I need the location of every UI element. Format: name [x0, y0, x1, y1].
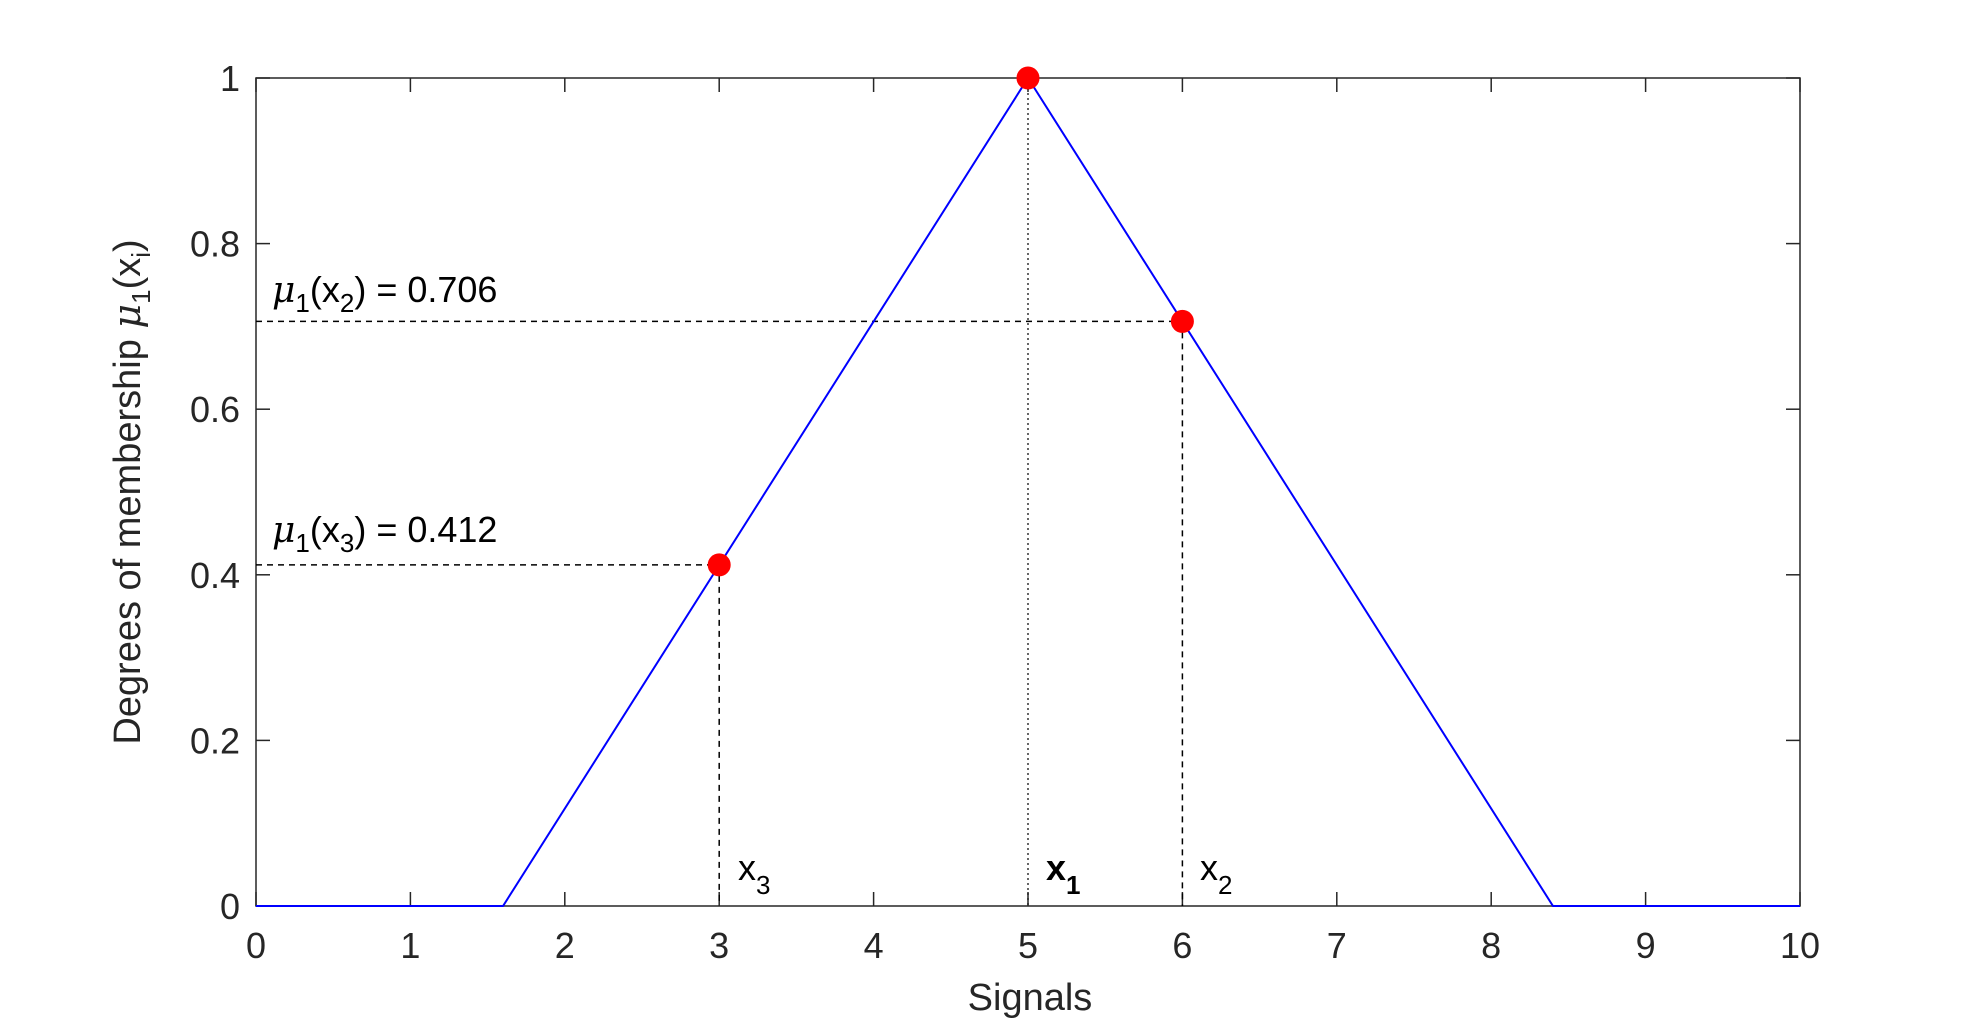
y-tick-label: 0.8: [190, 224, 240, 265]
annotation-mu-x2: μ1(x2) = 0.706: [272, 269, 497, 318]
annotation-mu-x3-close: ) = 0.412: [354, 509, 497, 550]
annotation-mu-x3: μ1(x3) = 0.412: [272, 509, 497, 558]
y-tick-label: 0.2: [190, 720, 240, 761]
data-point: [707, 553, 731, 577]
x-axis-label: Signals: [968, 977, 1093, 1019]
y-axis-label-open: (x: [107, 258, 149, 290]
x-tick-labels: 0 1 2 3 4 5 6 7 8 9 10: [246, 925, 1820, 966]
annotation-mu-x2-mu: μ: [272, 270, 295, 311]
label-x1-base: x: [1046, 847, 1066, 888]
y-axis-label-sub1: 1: [126, 289, 156, 303]
y-tick-label: 1: [220, 58, 240, 99]
data-point: [1170, 309, 1194, 333]
y-axis-label-mu: μ: [105, 304, 149, 329]
annotation-mu-x3-mu: μ: [272, 510, 295, 551]
y-axis-label-close: ): [107, 239, 149, 252]
x-tick-label: 2: [555, 925, 575, 966]
y-axis-label: Degrees of membership μ1(xi): [105, 239, 156, 744]
x-tick-label: 0: [246, 925, 266, 966]
x-tick-label: 5: [1018, 925, 1038, 966]
x-tick-label: 8: [1481, 925, 1501, 966]
label-x3-sub: 3: [756, 870, 770, 900]
data-points: [707, 66, 1194, 577]
label-x1-sub: 1: [1066, 870, 1080, 900]
x-tick-label: 10: [1780, 925, 1820, 966]
y-tick-label: 0: [220, 886, 240, 927]
plot-frame: [255, 77, 1801, 907]
annotation-mu-x3-sub1: 1: [295, 528, 309, 558]
x-tick-label: 9: [1636, 925, 1656, 966]
label-x2-sub: 2: [1218, 870, 1232, 900]
annotation-mu-x3-sub: 3: [340, 528, 354, 558]
guide-lines: [256, 78, 1184, 906]
annotation-mu-x2-open: (x: [310, 269, 340, 310]
y-tick-labels: 0 0.2 0.4 0.6 0.8 1: [190, 58, 240, 927]
label-x3: x3: [738, 847, 770, 900]
x-tick-label: 4: [864, 925, 884, 966]
x-tick-label: 7: [1327, 925, 1347, 966]
label-x2-base: x: [1200, 847, 1218, 888]
annotation-mu-x2-close: ) = 0.706: [354, 269, 497, 310]
data-point: [1016, 66, 1040, 90]
y-tick-label: 0.6: [190, 389, 240, 430]
annotation-mu-x2-sub1: 1: [295, 288, 309, 318]
y-axis-label-subi: i: [126, 252, 156, 258]
annotation-mu-x2-sub: 2: [340, 288, 354, 318]
x-tick-label: 3: [709, 925, 729, 966]
y-tick-label: 0.4: [190, 555, 240, 596]
x-tick-label: 1: [400, 925, 420, 966]
x-tick-label: 6: [1172, 925, 1192, 966]
y-axis-label-main: Degrees of membership: [107, 329, 149, 745]
label-x3-base: x: [738, 847, 756, 888]
annotation-mu-x3-open: (x: [310, 509, 340, 550]
label-x1: x1: [1046, 847, 1081, 900]
label-x2: x2: [1200, 847, 1232, 900]
